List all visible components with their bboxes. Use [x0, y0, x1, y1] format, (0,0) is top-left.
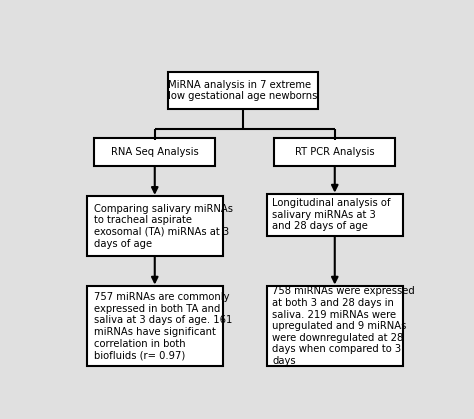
- FancyBboxPatch shape: [267, 286, 403, 367]
- Text: Comparing salivary miRNAs
to tracheal aspirate
exosomal (TA) miRNAs at 3
days of: Comparing salivary miRNAs to tracheal as…: [94, 204, 233, 248]
- FancyBboxPatch shape: [267, 194, 403, 236]
- Text: 757 miRNAs are commonly
expressed in both TA and
saliva at 3 days of age. 161
mi: 757 miRNAs are commonly expressed in bot…: [94, 292, 233, 360]
- Text: RNA Seq Analysis: RNA Seq Analysis: [111, 147, 199, 157]
- Text: Longitudinal analysis of
salivary miRNAs at 3
and 28 days of age: Longitudinal analysis of salivary miRNAs…: [272, 198, 391, 231]
- Text: RT PCR Analysis: RT PCR Analysis: [295, 147, 374, 157]
- FancyBboxPatch shape: [274, 138, 395, 166]
- Text: MiRNA analysis in 7 extreme
low gestational age newborns: MiRNA analysis in 7 extreme low gestatio…: [168, 80, 318, 101]
- Text: 758 miRNAs were expressed
at both 3 and 28 days in
saliva. 219 miRNAs were
upreg: 758 miRNAs were expressed at both 3 and …: [272, 286, 415, 366]
- FancyBboxPatch shape: [87, 286, 223, 367]
- FancyBboxPatch shape: [94, 138, 215, 166]
- FancyBboxPatch shape: [168, 72, 318, 109]
- FancyBboxPatch shape: [87, 196, 223, 256]
